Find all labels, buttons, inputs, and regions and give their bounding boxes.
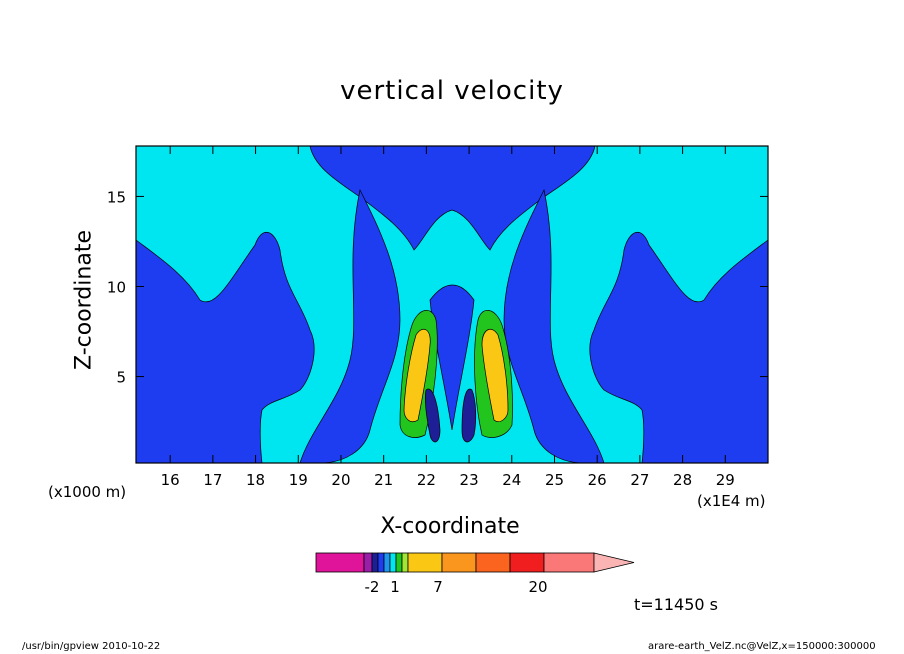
x-tick-label: 20: [331, 471, 350, 489]
colorbar-cell: [315, 552, 365, 573]
x-tick-label: 18: [246, 471, 265, 489]
y-tick-label: 15: [107, 188, 126, 206]
time-label: t=11450 s: [634, 595, 718, 614]
colorbar-cell: [475, 552, 511, 573]
colorbar-cell: [509, 552, 545, 573]
field-yellow-right: [481, 328, 509, 423]
field-blue-center-right: [503, 188, 605, 463]
colorbar-label: 1: [390, 578, 400, 596]
x-tick-label: 25: [545, 471, 564, 489]
colorbar-cell: [407, 552, 443, 573]
x-unit-note: (x1E4 m): [697, 492, 766, 510]
field-blue-center-left: [299, 188, 401, 463]
plot-frame: [135, 145, 769, 464]
y-axis-ticks: 5 10 15: [107, 188, 768, 387]
x-tick-label: 26: [588, 471, 607, 489]
colorbar-labels: -2 1 7 20: [365, 578, 548, 596]
field-yellow-left: [403, 328, 431, 423]
colorbar-cell: [441, 552, 477, 573]
colorbar-cell: [371, 552, 379, 573]
x-axis-ticks: 16 17 18 19 20 21 22 23 24 25 26 27 28 29: [161, 146, 735, 489]
footer-left: /usr/bin/gpview 2010-10-22: [22, 641, 161, 652]
colorbar-cell: [377, 552, 385, 573]
field-blue-right: [589, 232, 768, 463]
colorbar-cell: [363, 552, 373, 573]
colorbar-arrow: [593, 552, 635, 573]
field-blue-left: [136, 232, 315, 463]
field-navy-right: [461, 388, 477, 443]
contour-fields: [136, 146, 768, 463]
field-navy-left: [425, 388, 441, 443]
x-scale-note: (x1000 m): [48, 483, 127, 501]
footer-right: arare-earth_VelZ.nc@VelZ,x=150000:300000: [648, 641, 876, 652]
colorbar-cell: [543, 552, 595, 573]
x-tick-label: 27: [630, 471, 649, 489]
x-tick-label: 21: [374, 471, 393, 489]
x-tick-label: 17: [203, 471, 222, 489]
x-axis-title: X-coordinate: [380, 514, 520, 539]
x-tick-label: 24: [502, 471, 521, 489]
x-tick-label: 16: [161, 471, 180, 489]
chart-title: vertical velocity: [340, 76, 564, 106]
y-tick-label: 10: [107, 278, 126, 296]
x-tick-label: 29: [716, 471, 735, 489]
x-tick-label: 28: [673, 471, 692, 489]
field-blue-center-mid: [429, 284, 475, 431]
colorbar-cell: [401, 552, 409, 573]
x-tick-label: 19: [289, 471, 308, 489]
colorbar-label: -2: [365, 578, 380, 596]
colorbar: [315, 552, 635, 573]
x-tick-label: 23: [460, 471, 479, 489]
colorbar-cell: [383, 552, 391, 573]
colorbar-label: 20: [528, 578, 547, 596]
x-tick-label: 22: [417, 471, 436, 489]
colorbar-cell: [395, 552, 403, 573]
colorbar-label: 7: [433, 578, 443, 596]
colorbar-cell: [389, 552, 397, 573]
y-tick-label: 5: [116, 369, 126, 387]
